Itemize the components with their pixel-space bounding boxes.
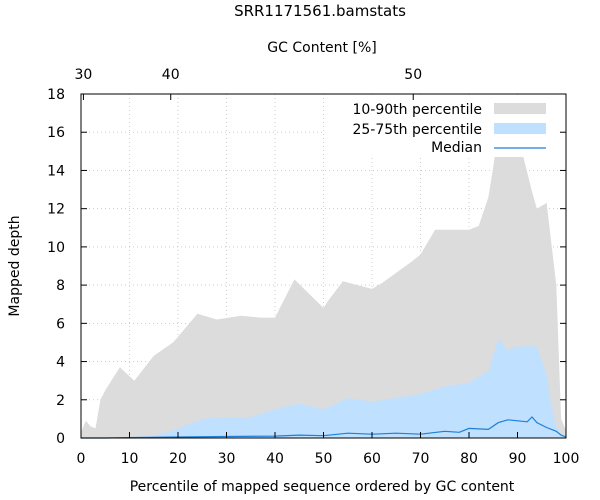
top-axis-label: GC Content [%]: [267, 40, 376, 56]
y-tick-label: 18: [47, 87, 65, 103]
area-p25-75: [81, 338, 566, 438]
chart-title: SRR1171561.bamstats: [234, 2, 406, 20]
median-line: [81, 416, 567, 439]
x-tick-label: 20: [169, 451, 187, 467]
y-tick-label: 2: [56, 393, 65, 409]
y-tick-label: 4: [56, 355, 65, 371]
y-tick-label: 14: [47, 163, 65, 179]
axes: 0 10 20 30 40 50 60 70 80 90 100 0 2 4 6 8 10 12 14 16 18 30 4…: [47, 67, 579, 467]
x-tick-label: 30: [218, 451, 236, 467]
legend: 10-90th percentile 25-75th percentile Me…: [352, 102, 546, 156]
data-areas: [81, 128, 566, 438]
top-tick-label: 50: [404, 67, 422, 83]
y-tick-label: 0: [56, 431, 65, 447]
legend-swatch-p10-90: [494, 103, 546, 114]
top-tick-label: 30: [75, 67, 93, 83]
x-axis-label: Percentile of mapped sequence ordered by…: [130, 479, 515, 495]
legend-label-p10-90: 10-90th percentile: [352, 102, 482, 118]
x-tick-label: 50: [315, 451, 333, 467]
legend-label-p25-75: 25-75th percentile: [352, 122, 482, 138]
x-tick-label: 60: [363, 451, 381, 467]
x-tick-label: 40: [266, 451, 284, 467]
top-tick-label: 40: [162, 67, 180, 83]
y-tick-label: 16: [47, 125, 65, 141]
x-tick-label: 80: [460, 451, 478, 467]
x-tick-label: 100: [553, 451, 580, 467]
y-tick-label: 6: [56, 316, 65, 332]
x-tick-label: 90: [509, 451, 527, 467]
median-line-group: [81, 416, 567, 439]
y-axis-label: Mapped depth: [7, 215, 23, 316]
x-tick-label: 0: [77, 451, 86, 467]
y-tick-label: 12: [47, 202, 65, 218]
y-tick-label: 10: [47, 240, 65, 256]
area-p10-90: [81, 128, 566, 438]
x-tick-label: 70: [412, 451, 430, 467]
x-tick-label: 10: [121, 451, 139, 467]
legend-swatch-p25-75: [494, 123, 546, 134]
y-tick-label: 8: [56, 278, 65, 294]
legend-label-median: Median: [431, 140, 482, 156]
